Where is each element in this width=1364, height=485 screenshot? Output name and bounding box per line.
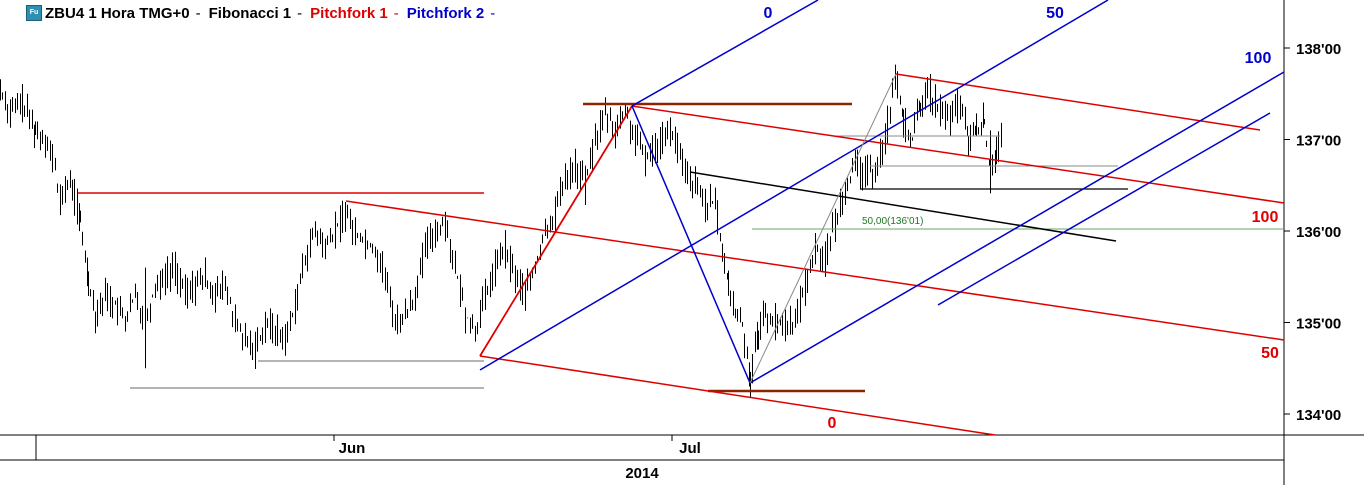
time-tick-label: Jun (339, 440, 366, 457)
chart-menu-icon[interactable]: Fu (26, 5, 42, 21)
pitchfork1-handle (479, 105, 633, 357)
pitchfork1-line-50 (345, 200, 1285, 341)
pitchfork2-line-50 (479, 0, 1109, 371)
pitchfork2-handle (631, 105, 751, 384)
price-tick-label: 137'00 (1296, 133, 1341, 150)
fib-swing-line (749, 73, 897, 384)
price-bars (0, 64, 1002, 398)
pitchfork1-label-0: 0 (828, 415, 837, 432)
trend-line (689, 171, 1117, 242)
price-tick-label: 138'00 (1296, 41, 1341, 58)
separator: - (297, 4, 303, 22)
pitchfork2-label-50: 50 (1046, 5, 1064, 22)
study-fibonacci-label[interactable]: Fibonacci 1 (208, 4, 292, 22)
separator: - (393, 4, 399, 22)
study-pitchfork2-label[interactable]: Pitchfork 2 (406, 4, 485, 22)
study-pitchfork1-label[interactable]: Pitchfork 1 (310, 4, 388, 22)
price-tick-label: 136'00 (1296, 224, 1341, 241)
pitchfork2-label-100: 100 (1245, 50, 1272, 67)
price-tick-label: 134'00 (1296, 407, 1341, 424)
chart-header: Fu ZBU4 1 Hora TMG+0 - Fibonacci 1 - Pit… (26, 4, 495, 22)
symbol-label[interactable]: ZBU4 1 Hora TMG+0 (45, 4, 190, 22)
pitchfork2-median (749, 71, 1285, 384)
pitchfork2-label-0: 0 (764, 5, 773, 22)
time-tick-label: Jul (679, 440, 701, 457)
separator: - (490, 4, 496, 22)
fib-50-label: 50,00(136'01) (862, 216, 923, 227)
pitchfork1-label-100: 100 (1252, 209, 1279, 226)
pitchfork1-line-0 (479, 355, 996, 436)
pitchfork1-median (631, 105, 1285, 204)
year-label: 2014 (625, 465, 659, 482)
pitchfork2-line-lower (937, 112, 1271, 306)
pitchfork2-line-0 (631, 0, 819, 107)
price-tick-label: 135'00 (1296, 316, 1341, 333)
separator: - (195, 4, 201, 22)
pitchfork1-label-50: 50 (1261, 345, 1279, 362)
